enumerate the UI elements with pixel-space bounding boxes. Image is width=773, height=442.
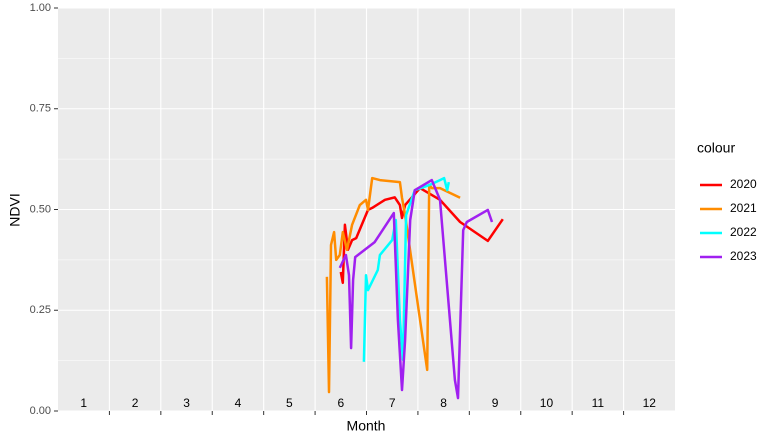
month-label: 8 [440, 396, 447, 410]
legend-label: 2021 [730, 201, 757, 215]
month-label: 4 [235, 396, 242, 410]
legend-label: 2022 [730, 225, 757, 239]
series-line [362, 176, 451, 362]
legend-label: 2020 [730, 177, 757, 191]
month-label: 9 [492, 396, 499, 410]
series-line [325, 176, 461, 394]
series-line [338, 178, 494, 400]
month-label: 3 [183, 396, 190, 410]
month-label: 1 [80, 396, 87, 410]
legend-title: colour [697, 140, 735, 156]
month-label: 10 [540, 396, 554, 410]
y-axis-title: NDVI [7, 193, 23, 226]
month-label: 6 [337, 396, 344, 410]
month-label: 12 [643, 396, 657, 410]
y-tick-label: 0.75 [30, 103, 51, 115]
y-tick-label: 0.50 [30, 203, 51, 215]
legend-label: 2023 [730, 249, 757, 263]
month-label: 5 [286, 396, 293, 410]
month-label: 2 [132, 396, 139, 410]
y-tick-label: 0.25 [30, 304, 51, 316]
x-axis-title: Month [347, 418, 386, 434]
y-tick-label: 1.00 [30, 2, 51, 14]
month-label: 7 [389, 396, 396, 410]
month-label: 11 [592, 396, 605, 410]
y-tick-label: 0.00 [30, 405, 51, 417]
